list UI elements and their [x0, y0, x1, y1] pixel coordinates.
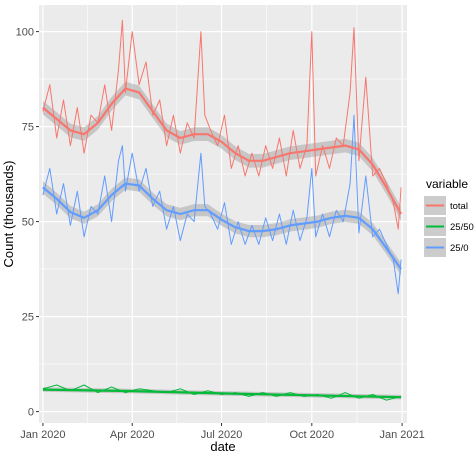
smooth-line-25-50: [42, 388, 402, 399]
legend-label-25-0: 25/0: [450, 243, 469, 254]
y-axis-title: Count (thousands): [1, 161, 16, 268]
plot-panel: [39, 5, 407, 423]
band-total: [42, 81, 402, 221]
y-axis: 0 25 50 75 100: [16, 27, 39, 419]
legend-label-25-50: 25/50: [450, 222, 474, 233]
legend: variable total 25/50 25/0: [424, 177, 474, 257]
smooth-line-25-0: [42, 182, 402, 270]
y-tick-label: 0: [28, 407, 34, 419]
x-tick-label: Jan 2020: [20, 429, 65, 441]
x-tick-label: Jul 2020: [201, 429, 243, 441]
y-tick-label: 100: [16, 27, 34, 39]
series-line-25-0: [42, 114, 402, 295]
series-line-total: [42, 19, 402, 230]
x-tick-label: Apr 2020: [110, 429, 155, 441]
y-tick-label: 50: [22, 217, 34, 229]
x-axis-title: date: [210, 439, 235, 453]
x-tick-label: Jan 2021: [379, 429, 424, 441]
smooth-line-total: [42, 87, 403, 215]
legend-title: variable: [426, 177, 468, 191]
x-tick-label: Oct 2020: [289, 429, 334, 441]
legend-label-total: total: [450, 201, 468, 212]
smooth-lines: [42, 87, 403, 399]
y-tick-label: 75: [22, 122, 34, 134]
y-tick-label: 25: [22, 312, 34, 324]
x-axis: Jan 2020 Apr 2020 Jul 2020 Oct 2020 Jan 2021: [20, 423, 425, 441]
